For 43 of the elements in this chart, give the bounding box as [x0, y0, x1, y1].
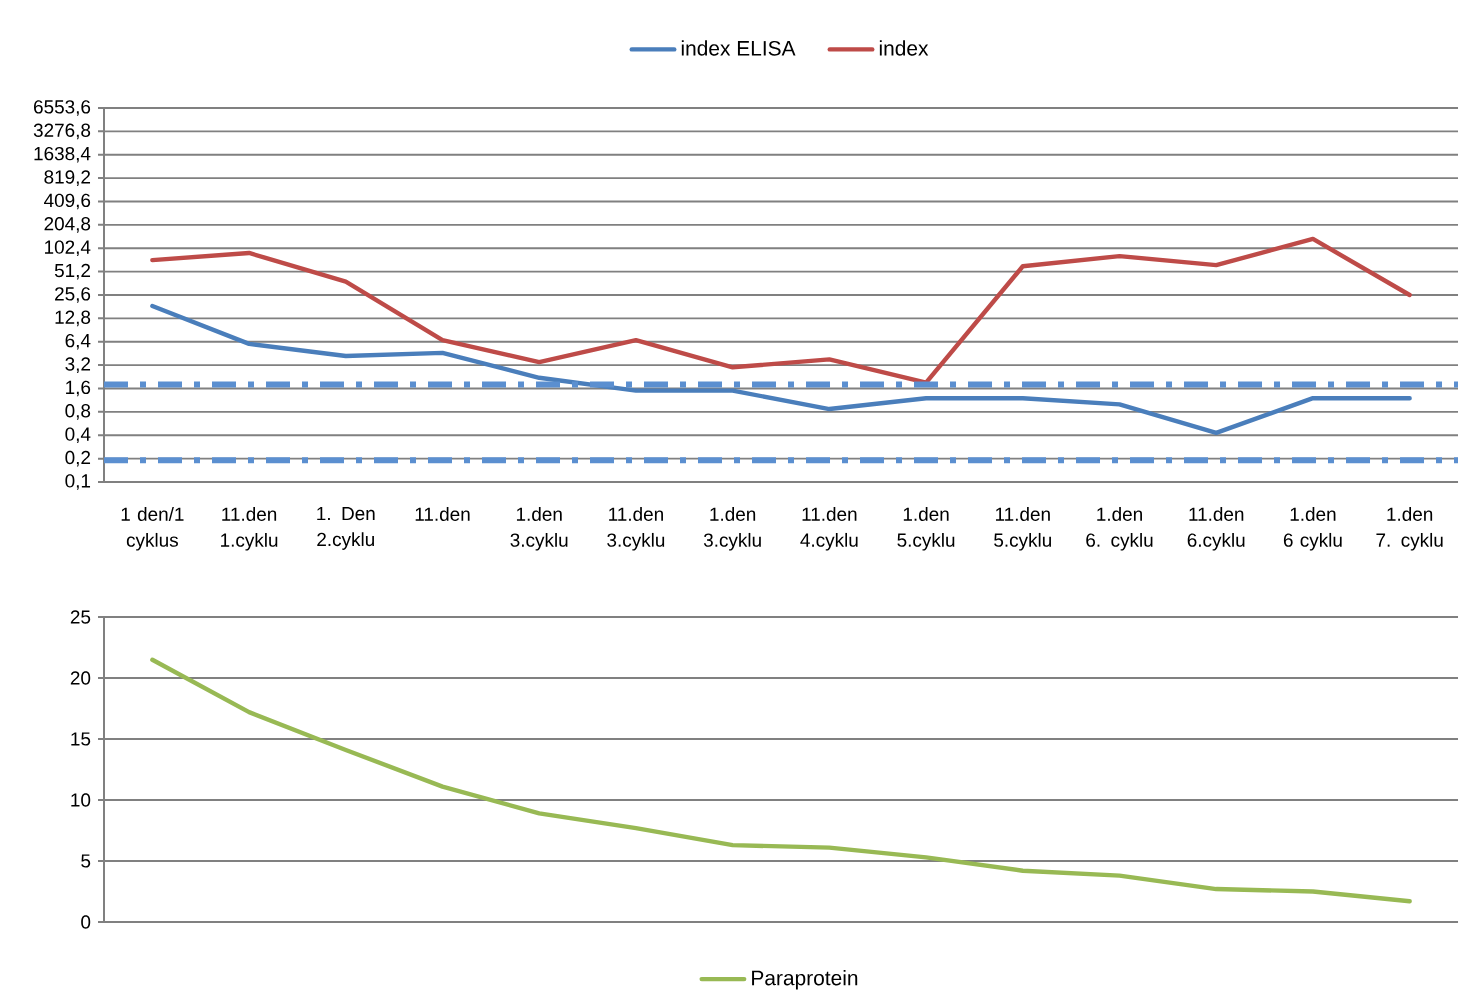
line-series: [150, 657, 1412, 904]
y-tick-label: 0,2: [65, 450, 91, 467]
x-tick-label: 1.den 6. cyklu: [1086, 507, 1153, 551]
x-tick-label: 1.den 5.cyklu: [897, 507, 955, 551]
y-tick-label: 15: [71, 732, 91, 746]
line-series: [150, 303, 1412, 435]
y-tick-label: 102,4: [45, 240, 91, 257]
y-tick-label: 1638,4: [34, 146, 91, 163]
x-tick-label: 11.den: [415, 507, 470, 521]
x-tick-label: 1.den 3.cyklu: [703, 507, 761, 551]
y-tick-label: 0,4: [65, 427, 91, 444]
y-tick-label: 5: [81, 854, 91, 868]
y-tick-label: 0,1: [65, 474, 91, 490]
y-tick-label: 3,2: [65, 357, 91, 373]
y-tick-label: 819,2: [44, 170, 91, 186]
x-tick-label: 11.den 3.cyklu: [607, 507, 665, 551]
x-tick-label: 11.den 1.cyklu: [221, 507, 278, 551]
y-tick-label: 12,8: [55, 310, 91, 327]
x-tick-label: 1. Den 2.cyklu: [317, 507, 375, 550]
x-tick-label: 11.den 4.cyklu: [800, 507, 858, 551]
legend-label: index: [879, 40, 929, 56]
y-tick-label: 0,8: [65, 404, 91, 420]
y-tick-label: 25: [70, 610, 91, 624]
x-tick-label: 11.den 5.cyklu: [994, 507, 1051, 551]
y-tick-label: 25,6: [55, 287, 91, 303]
x-tick-label: 11.den 6.cyklu: [1187, 507, 1245, 551]
y-tick-label: 6553,6: [34, 100, 91, 116]
line-series: [150, 236, 1412, 385]
y-tick-label: 10: [71, 793, 91, 807]
x-tick-label: 1 den/1 cyklus: [121, 507, 184, 551]
x-tick-label: 1.den 3.cyklu: [510, 507, 568, 551]
y-tick-label: 409,6: [44, 193, 91, 210]
y-tick-label: 1,6: [66, 380, 91, 397]
y-tick-label: 6,4: [65, 333, 91, 350]
x-tick-label: 1.den 7. cyklu: [1376, 507, 1443, 551]
x-tick-label: 1.den 6 cyklu: [1283, 507, 1342, 551]
y-tick-label: 204,8: [44, 217, 91, 233]
y-tick-label: 3276,8: [33, 123, 91, 140]
legend-label: index ELISA: [681, 40, 796, 56]
y-tick-label: 0: [81, 915, 91, 929]
y-tick-label: 51,2: [54, 263, 91, 280]
legend-label: Paraprotein: [752, 970, 858, 990]
y-tick-label: 20: [70, 671, 91, 685]
